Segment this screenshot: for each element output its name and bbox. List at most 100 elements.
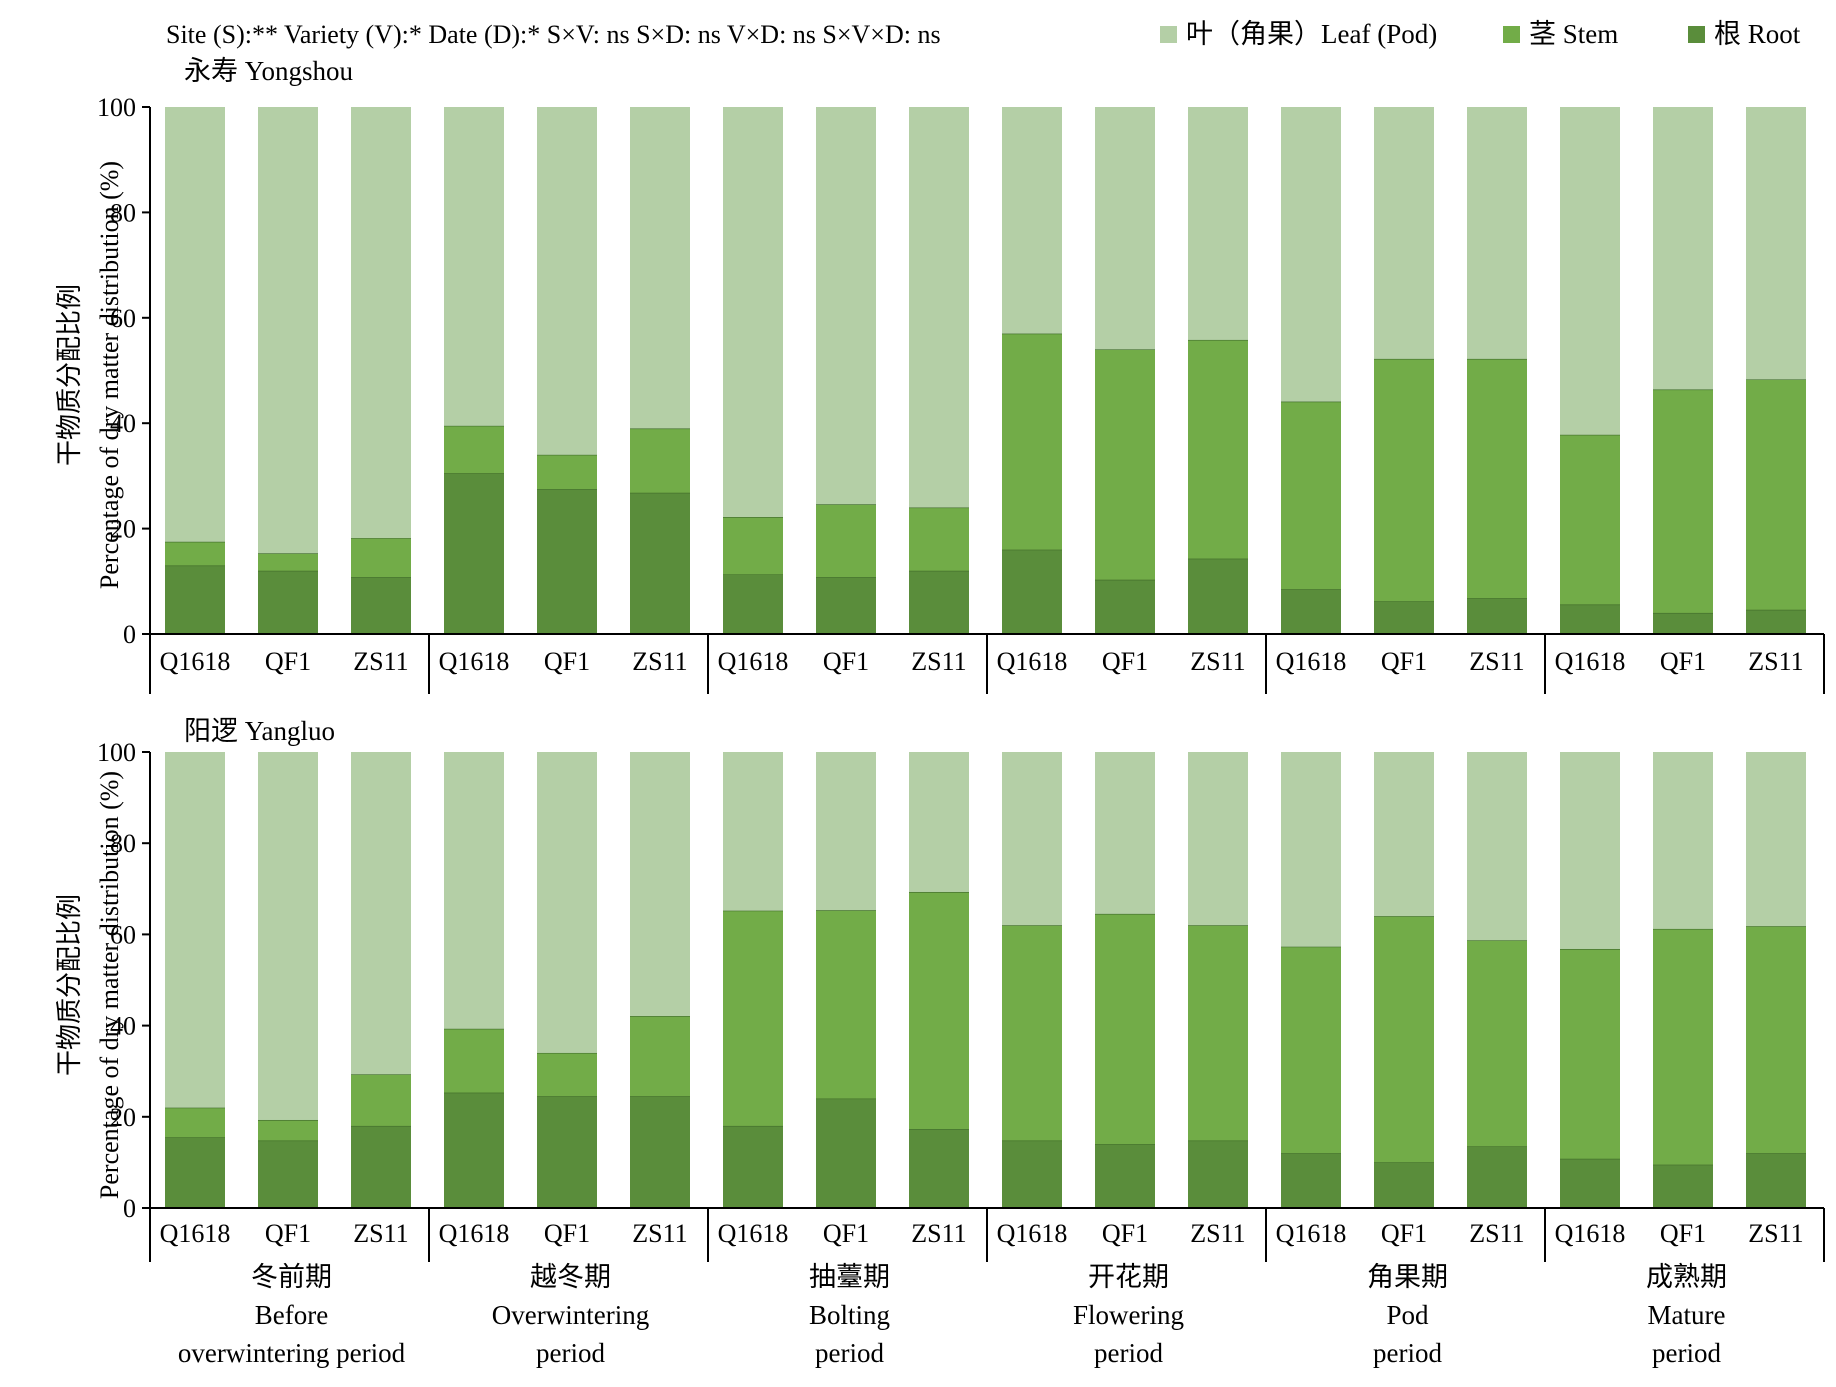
x-tick-label-variety: ZS11 xyxy=(911,647,966,676)
bar-segment-stem xyxy=(909,507,969,571)
panel-2: 阳逻 Yangluo 干物质分配比例 Percentage of dry matte… xyxy=(55,716,1825,1368)
bar-segment-stem xyxy=(351,538,411,578)
bar-segment-stem xyxy=(723,910,783,1126)
bar-segment-leaf xyxy=(630,107,690,429)
y-tick-label: 80 xyxy=(110,829,136,858)
x-tick-label-variety: QF1 xyxy=(1102,647,1148,676)
x-tick-label-variety: ZS11 xyxy=(353,1219,408,1248)
bar-segment-leaf xyxy=(444,752,504,1029)
bar-segment-stem xyxy=(444,425,504,474)
bar-segment-leaf xyxy=(1281,107,1341,402)
bar-segment-leaf xyxy=(1188,752,1248,926)
bar-segment-stem xyxy=(1281,946,1341,1154)
x-tick-label-variety: ZS11 xyxy=(1748,1219,1803,1248)
legend-label-root: 根 Root xyxy=(1714,19,1801,49)
x-tick-label-variety: Q1618 xyxy=(997,1219,1068,1248)
bar-segment-stem xyxy=(1560,434,1620,605)
bar-segment-stem xyxy=(723,517,783,575)
y-axis-label-en: Percentage of dry matter distribution (%… xyxy=(95,771,124,1199)
x-tick-label-variety: ZS11 xyxy=(1469,647,1524,676)
bar-segment-root xyxy=(816,577,876,634)
bar-segment-stem xyxy=(1188,925,1248,1141)
x-tick-label-variety: Q1618 xyxy=(1276,647,1347,676)
bar-segment-root xyxy=(630,1096,690,1208)
bar-segment-leaf xyxy=(537,107,597,455)
bar-segment-root xyxy=(1653,612,1713,634)
x-tick-label-variety: ZS11 xyxy=(632,1219,687,1248)
y-axis-label-cn: 干物质分配比例 xyxy=(55,894,84,1076)
bar-segment-root xyxy=(1746,609,1806,634)
period-labels: 冬前期 Before overwintering period 越冬期 Overwint… xyxy=(178,1262,1727,1368)
x-tick-label-variety: Q1618 xyxy=(160,1219,231,1248)
site-label: 阳逻 Yangluo xyxy=(184,716,335,746)
bar-segment-stem xyxy=(1374,358,1434,602)
bar-segment-leaf xyxy=(1467,752,1527,941)
x-tick-label-variety: QF1 xyxy=(1660,1219,1706,1248)
bar-segment-stem xyxy=(1002,333,1062,550)
y-axis-label-cn: 干物质分配比例 xyxy=(55,284,84,466)
bar-segment-leaf xyxy=(1002,752,1062,926)
period-label-en: period xyxy=(1094,1338,1163,1368)
bar-segment-stem xyxy=(1281,401,1341,590)
x-tick-label-variety: Q1618 xyxy=(160,647,231,676)
bar-segment-leaf xyxy=(351,107,411,539)
x-tick-label-variety: Q1618 xyxy=(997,647,1068,676)
bar-segment-root xyxy=(1653,1164,1713,1208)
bar-segment-stem xyxy=(816,910,876,1099)
legend-label-stem: 茎 Stem xyxy=(1529,19,1618,49)
bar-segment-root xyxy=(1560,1158,1620,1208)
bar-segment-root xyxy=(258,570,318,634)
y-axis-label-en: Percentage of dry matter distribution (%… xyxy=(95,161,124,589)
y-axis-label: 干物质分配比例 Percentage of dry matter distribu… xyxy=(55,161,124,589)
bar-segment-stem xyxy=(165,541,225,566)
x-tick-label-variety: QF1 xyxy=(544,1219,590,1248)
bar-segment-leaf xyxy=(909,107,969,508)
bar-segment-stem xyxy=(1095,349,1155,580)
x-tick-label-variety: Q1618 xyxy=(1555,647,1626,676)
bar-segment-stem xyxy=(444,1028,504,1093)
legend-label-leaf: 叶（角果）Leaf (Pod) xyxy=(1186,19,1437,49)
x-tick-label-variety: ZS11 xyxy=(1748,647,1803,676)
period-label-en: Pod xyxy=(1386,1300,1429,1330)
x-tick-label-variety: QF1 xyxy=(823,1219,869,1248)
bar-segment-leaf xyxy=(723,752,783,911)
bar-segment-stem xyxy=(1002,925,1062,1141)
x-tick-label-variety: QF1 xyxy=(265,647,311,676)
bar-segment-root xyxy=(723,574,783,634)
x-tick-label-variety: QF1 xyxy=(1102,1219,1148,1248)
bar-segment-leaf xyxy=(1374,107,1434,359)
legend-swatch-leaf xyxy=(1160,26,1177,43)
bar-segment-leaf xyxy=(1188,107,1248,340)
bar-segment-root xyxy=(1746,1153,1806,1208)
bar-segment-leaf xyxy=(165,752,225,1108)
bar-segment-leaf xyxy=(630,752,690,1017)
period-label-en: Bolting xyxy=(809,1300,890,1330)
y-tick-label: 40 xyxy=(110,1012,136,1041)
bar-segment-stem xyxy=(1746,379,1806,610)
bar-segment-stem xyxy=(165,1107,225,1138)
bar-segment-leaf xyxy=(258,107,318,554)
bar-segment-stem xyxy=(1188,339,1248,559)
x-tick-label-variety: Q1618 xyxy=(1555,1219,1626,1248)
period-label-cn: 冬前期 xyxy=(251,1262,332,1292)
bar-segment-stem xyxy=(1467,358,1527,599)
x-tick-label-variety: Q1618 xyxy=(439,647,510,676)
y-tick-label: 60 xyxy=(110,304,136,333)
y-tick-label: 20 xyxy=(110,515,136,544)
period-label-cn: 开花期 xyxy=(1088,1262,1169,1292)
x-tick-label-variety: ZS11 xyxy=(1190,647,1245,676)
bar-segment-root xyxy=(1374,1162,1434,1208)
period-label-en: Mature xyxy=(1648,1300,1726,1330)
bar-segment-root xyxy=(1281,589,1341,634)
x-tick-label-variety: Q1618 xyxy=(718,647,789,676)
y-tick-label: 60 xyxy=(110,920,136,949)
period-label-en: overwintering period xyxy=(178,1338,406,1368)
bar-segment-root xyxy=(1467,1146,1527,1208)
bar-segment-root xyxy=(444,473,504,634)
bar-segment-root xyxy=(909,1129,969,1208)
bar-segment-stem xyxy=(1746,926,1806,1154)
y-axis-label: 干物质分配比例 Percentage of dry matter distribu… xyxy=(55,771,124,1199)
bar-segment-leaf xyxy=(1095,107,1155,350)
period-label-cn: 越冬期 xyxy=(530,1262,611,1292)
bar-segment-root xyxy=(1467,598,1527,634)
